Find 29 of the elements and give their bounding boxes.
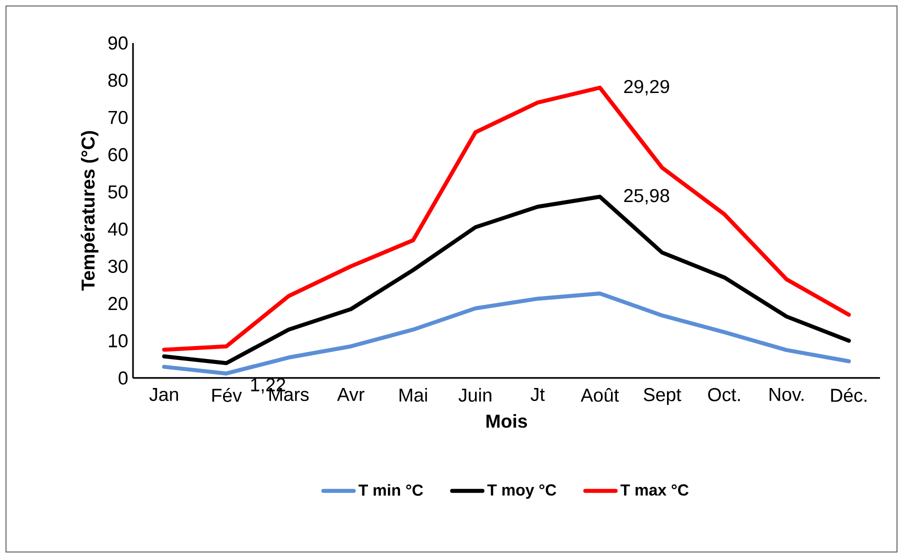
annotation: 25,98 [624,188,670,204]
x-tick-label: Déc. [831,388,866,402]
x-axis-title: Mois [486,414,528,428]
line-series [162,291,851,376]
y-tick-label: 20 [108,296,128,310]
y-tick-label: 10 [108,334,128,348]
legend-label: T max °C [620,484,689,496]
y-tick-label: 0 [118,371,128,385]
x-tick-label: Nov. [770,388,804,402]
y-tick-label: 60 [108,148,128,162]
x-tick-label: Août [580,388,619,402]
x-tick-label: Oct. [708,388,740,402]
legend-label: T moy °C [487,484,556,499]
legend-label: T min °C [358,484,424,496]
y-tick-label: 40 [108,222,128,236]
y-axis-title: Températures (°C) [80,131,98,291]
x-tick-label: Avr [337,388,364,401]
annotation: 29,29 [624,80,670,96]
y-tick-label: 70 [108,110,128,124]
x-tick-label: Sept [644,388,682,405]
y-tick-label: 90 [108,36,128,50]
y-tick-label: 50 [108,185,128,198]
y-tick-label: 80 [108,74,128,87]
x-tick-label: Mai [400,388,427,402]
y-tick-label: 30 [108,260,128,273]
x-tick-label: Jt [530,388,545,402]
x-tick-label: Fév [212,388,242,402]
x-tick-label: Juin [458,388,492,402]
x-tick-label: Jan [149,388,178,402]
